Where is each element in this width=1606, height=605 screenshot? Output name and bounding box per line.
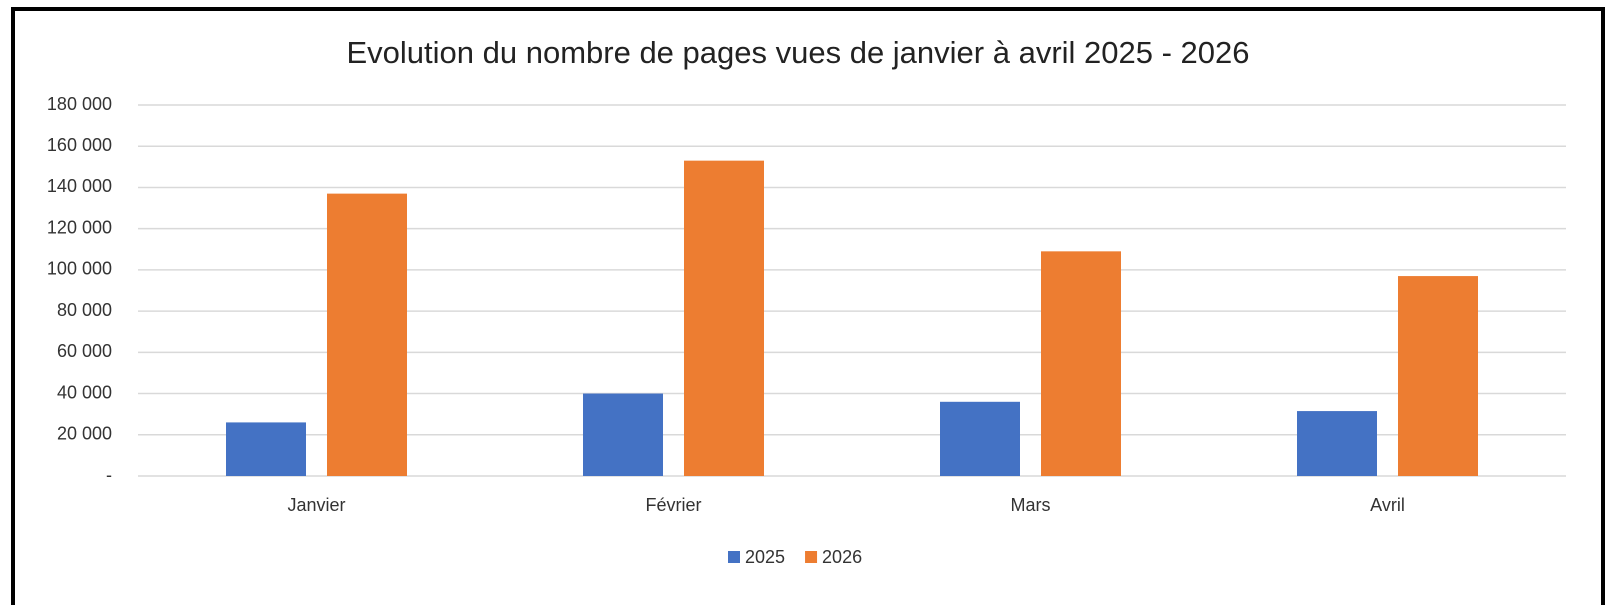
- y-tick-label: 80 000: [57, 300, 112, 320]
- y-tick-label: 160 000: [47, 135, 112, 155]
- bar: [1398, 276, 1478, 476]
- x-tick-label: Avril: [1370, 495, 1405, 515]
- x-tick-label: Février: [645, 495, 701, 515]
- y-tick-label: 140 000: [47, 176, 112, 196]
- y-tick-label: 40 000: [57, 382, 112, 402]
- y-tick-label: 20 000: [57, 424, 112, 444]
- bar: [940, 401, 1020, 476]
- x-tick-label: Janvier: [287, 495, 345, 515]
- legend-label: 2025: [745, 547, 785, 567]
- x-tick-label: Mars: [1011, 495, 1051, 515]
- legend-label: 2026: [822, 547, 862, 567]
- y-tick-label: -: [106, 465, 112, 485]
- y-tick-label: 180 000: [47, 94, 112, 114]
- bar: [1297, 411, 1377, 476]
- legend-swatch: [728, 551, 740, 563]
- legend-swatch: [805, 551, 818, 563]
- chart-title: Evolution du nombre de pages vues de jan…: [346, 35, 1249, 70]
- bar: [1041, 251, 1121, 476]
- y-tick-label: 100 000: [47, 259, 112, 279]
- y-tick-label: 60 000: [57, 341, 112, 361]
- bar: [583, 393, 663, 476]
- chart-frame: [11, 7, 1605, 605]
- bar: [684, 160, 764, 476]
- y-tick-label: 120 000: [47, 217, 112, 237]
- bar: [327, 193, 407, 476]
- bar: [226, 422, 306, 476]
